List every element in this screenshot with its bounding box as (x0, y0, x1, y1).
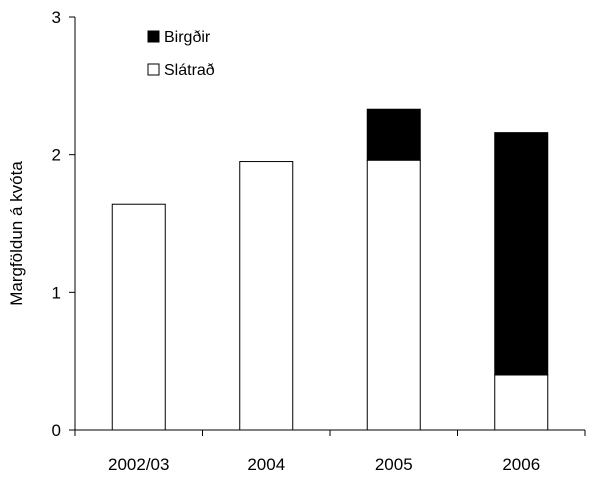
bars-layer (111, 108, 549, 431)
x-tick-label: 2005 (375, 455, 413, 474)
y-axis-label: Margföldun á kvóta (7, 161, 26, 306)
bar-segment-slatrad (239, 161, 294, 431)
x-tick-label: 2006 (502, 455, 540, 474)
legend-swatch (147, 30, 160, 43)
legend-label: Slátrað (164, 62, 215, 79)
ticks-layer: 0 1 2 3 2002/03 2004 2005 2006 (52, 8, 586, 474)
legend-swatch (147, 63, 160, 76)
y-tick-label: 0 (52, 421, 61, 440)
legend: Birgðir Slátrað (147, 29, 215, 79)
bar-segment-birgdir (366, 108, 421, 161)
bar-segment-slatrad (494, 374, 549, 431)
bar-segment-birgdir (494, 132, 549, 376)
y-tick-label: 2 (52, 146, 61, 165)
y-tick-label: 1 (52, 283, 61, 302)
bar-segment-slatrad (111, 203, 166, 431)
legend-label: Birgðir (164, 29, 211, 46)
x-tick-label: 2002/03 (108, 455, 169, 474)
x-tick-label: 2004 (247, 455, 285, 474)
y-tick-label: 3 (52, 8, 61, 27)
bar-segment-slatrad (366, 159, 421, 431)
